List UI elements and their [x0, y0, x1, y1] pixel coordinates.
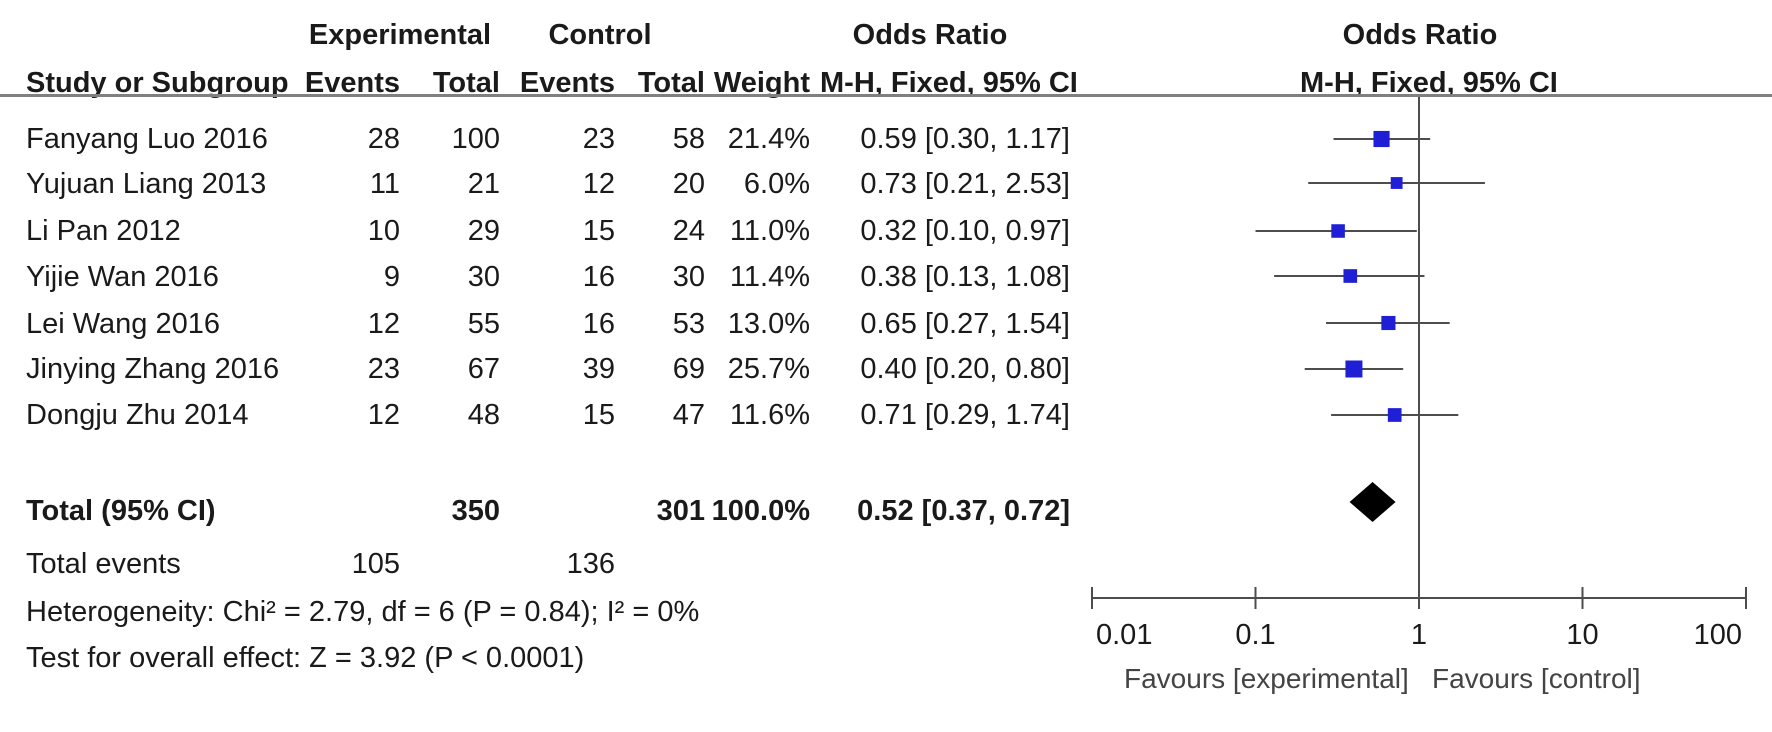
- summary-diamond: [1349, 482, 1396, 522]
- study-name: Dongju Zhu 2014: [26, 399, 249, 431]
- study-marker-2: [1390, 177, 1403, 189]
- weight: 11.4%: [729, 261, 810, 293]
- ctl-events-header: Events: [519, 67, 615, 99]
- weight-header: Weight: [713, 67, 810, 99]
- ctl-total: 47: [672, 399, 705, 431]
- study-name: Yijie Wan 2016: [26, 261, 219, 293]
- weight: 21.4%: [727, 123, 810, 155]
- exp-events: 10: [367, 215, 400, 247]
- exp-events: 12: [367, 399, 400, 431]
- ctl-total: 30: [672, 261, 705, 293]
- total-events-exp: 105: [351, 548, 400, 580]
- odds-ratio-right-header: Odds Ratio: [1342, 19, 1498, 51]
- study-marker-4: [1343, 269, 1358, 283]
- exp-events-header: Events: [304, 67, 400, 99]
- ctl-total: 69: [672, 353, 705, 385]
- exp-total: 100: [451, 123, 500, 155]
- control-header: Control: [548, 19, 652, 51]
- exp-total: 21: [467, 168, 500, 200]
- weight: 6.0%: [743, 168, 810, 200]
- exp-events: 23: [367, 353, 400, 385]
- ctl-events: 23: [582, 123, 615, 155]
- x-tick-label-2: 0.1: [1235, 619, 1275, 651]
- x-tick-label-1: 0.01: [1096, 619, 1152, 651]
- ctl-events: 39: [582, 353, 615, 385]
- x-tick-label-4: 10: [1566, 619, 1598, 651]
- study-name: Fanyang Luo 2016: [26, 123, 268, 155]
- exp-total-header: Total: [432, 67, 500, 99]
- odds-ratio-left-header: Odds Ratio: [852, 19, 1008, 51]
- exp-total: 55: [467, 308, 500, 340]
- ci-text: 0.40 [0.20, 0.80]: [860, 353, 1070, 385]
- ci-text: 0.71 [0.29, 1.74]: [860, 399, 1070, 431]
- total-label: Total (95% CI): [26, 495, 216, 527]
- study-name: Lei Wang 2016: [26, 308, 221, 340]
- heterogeneity-text: Heterogeneity: Chi² = 2.79, df = 6 (P = …: [26, 596, 700, 628]
- ctl-events: 15: [582, 215, 615, 247]
- method-left-header: M-H, Fixed, 95% CI: [820, 67, 1078, 99]
- weight: 25.7%: [727, 353, 810, 385]
- study-marker-7: [1387, 408, 1402, 422]
- ctl-events: 16: [582, 308, 615, 340]
- total-events-ctl: 136: [566, 548, 615, 580]
- ctl-events: 12: [582, 168, 615, 200]
- ctl-total: 20: [672, 168, 705, 200]
- favours-control-label: Favours [control]: [1432, 663, 1641, 694]
- total-events-label: Total events: [26, 548, 181, 580]
- exp-total: 29: [467, 215, 500, 247]
- weight: 11.0%: [729, 215, 810, 247]
- study-name: Jinying Zhang 2016: [26, 353, 280, 385]
- exp-events: 11: [369, 168, 400, 200]
- total-ci-text: 0.52 [0.37, 0.72]: [857, 495, 1070, 527]
- weight: 13.0%: [727, 308, 810, 340]
- x-tick-label-5: 100: [1694, 619, 1742, 651]
- exp-events: 28: [367, 123, 400, 155]
- ctl-events: 15: [582, 399, 615, 431]
- exp-total: 48: [467, 399, 500, 431]
- ctl-events: 16: [582, 261, 615, 293]
- exp-total: 67: [467, 353, 500, 385]
- ctl-total-header: Total: [637, 67, 705, 99]
- ctl-total: 58: [672, 123, 705, 155]
- total-ctl-total: 301: [656, 495, 705, 527]
- study-marker-5: [1381, 315, 1396, 331]
- favours-experimental-label: Favours [experimental]: [1124, 663, 1409, 694]
- method-right-header: M-H, Fixed, 95% CI: [1300, 67, 1558, 99]
- ci-text: 0.73 [0.21, 2.53]: [860, 168, 1070, 200]
- experimental-header: Experimental: [308, 19, 492, 51]
- ctl-total: 24: [672, 215, 705, 247]
- overall-effect-text: Test for overall effect: Z = 3.92 (P < 0…: [26, 642, 585, 674]
- exp-events: 12: [367, 308, 400, 340]
- ci-text: 0.65 [0.27, 1.54]: [860, 308, 1070, 340]
- total-weight: 100.0%: [711, 495, 810, 527]
- total-exp-total: 350: [451, 495, 500, 527]
- study-marker-1: [1373, 130, 1390, 148]
- weight: 11.6%: [729, 399, 810, 431]
- study-marker-3: [1331, 224, 1345, 238]
- x-tick-label-3: 1: [1411, 619, 1427, 651]
- study-column-header: Study or Subgroup: [26, 67, 289, 99]
- exp-events: 9: [383, 261, 400, 293]
- study-marker-6: [1345, 360, 1363, 378]
- ci-text: 0.59 [0.30, 1.17]: [860, 123, 1070, 155]
- study-name: Li Pan 2012: [26, 215, 181, 247]
- ctl-total: 53: [672, 308, 705, 340]
- ci-text: 0.32 [0.10, 0.97]: [860, 215, 1070, 247]
- exp-total: 30: [467, 261, 500, 293]
- ci-text: 0.38 [0.13, 1.08]: [860, 261, 1070, 293]
- header-divider: [0, 94, 1772, 97]
- study-name: Yujuan Liang 2013: [26, 168, 267, 200]
